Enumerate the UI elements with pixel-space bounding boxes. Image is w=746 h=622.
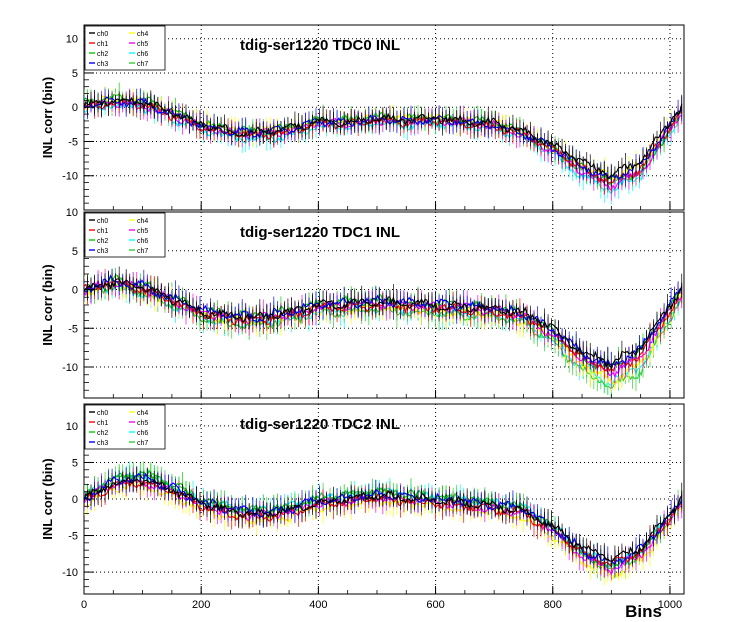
- tdc1-title: tdig-ser1220 TDC1 INL: [240, 224, 400, 241]
- y-tick-label: 10: [66, 207, 78, 219]
- tdc2-ylabel: INL corr (bin): [40, 458, 55, 539]
- legend-label-ch4: ch4: [137, 410, 148, 417]
- legend-label-ch6: ch6: [137, 51, 148, 58]
- y-tick-label: -10: [62, 171, 78, 183]
- tdc1-panel: -10 -5 0 5 10 tdig-ser1220 TDC1 INL INL corr…: [40, 207, 685, 399]
- x-tick-label: 600: [426, 599, 444, 611]
- legend-label-ch7: ch7: [137, 248, 148, 255]
- legend-label-ch6: ch6: [137, 238, 148, 245]
- legend-label-ch1: ch1: [97, 228, 108, 235]
- legend-label-ch3: ch3: [97, 248, 108, 255]
- tdc0-panel: -10 -5 0 5 10 tdig-ser1220 TDC0 INL INL corr…: [40, 24, 685, 211]
- y-tick-label: 0: [72, 102, 78, 114]
- y-tick-label: 5: [72, 457, 78, 469]
- tdc1-series: [84, 266, 683, 398]
- tdc0-title: tdig-ser1220 TDC0 INL: [240, 37, 400, 54]
- legend-label-ch7: ch7: [137, 61, 148, 68]
- legend-label-ch4: ch4: [137, 31, 148, 38]
- legend-box: [84, 25, 166, 71]
- tdc2-series: [84, 461, 683, 585]
- legend-label-ch1: ch1: [97, 41, 108, 48]
- x-tick-label: 1000: [658, 599, 682, 611]
- legend-box: [84, 404, 166, 450]
- legend-label-ch4: ch4: [137, 218, 148, 225]
- y-tick-label: 0: [72, 494, 78, 506]
- tdc2-title: tdig-ser1220 TDC2 INL: [240, 416, 400, 433]
- x-tick-label: 400: [309, 599, 327, 611]
- y-tick-label: 5: [72, 246, 78, 258]
- y-tick-label: -5: [68, 136, 78, 148]
- legend-label-ch2: ch2: [97, 51, 108, 58]
- legend-label-ch3: ch3: [97, 440, 108, 447]
- tdc2-grid: [83, 404, 684, 594]
- tdc2-legend: ch0 ch1 ch2 ch3 ch4 ch5 ch6 ch7: [84, 404, 166, 450]
- tdc0-ylabel: INL corr (bin): [40, 77, 55, 158]
- tdc1-ylabel: INL corr (bin): [40, 264, 55, 345]
- tdc1-legend: ch0 ch1 ch2 ch3 ch4 ch5 ch6 ch7: [84, 212, 166, 258]
- y-tick-label: -10: [62, 362, 78, 374]
- legend-label-ch1: ch1: [97, 420, 108, 427]
- series-errorbars-ch0: [84, 89, 683, 191]
- series-errorbars-ch0: [84, 266, 683, 376]
- series-errorbars-ch0: [84, 467, 683, 570]
- legend-label-ch5: ch5: [137, 228, 148, 235]
- y-tick-label: -10: [62, 567, 78, 579]
- legend-label-ch5: ch5: [137, 420, 148, 427]
- x-tick-label: 0: [81, 599, 87, 611]
- tdc0-legend: ch0 ch1 ch2 ch3 ch4 ch5 ch6 ch7: [84, 25, 166, 71]
- legend-label-ch0: ch0: [97, 410, 108, 417]
- x-tick-label: 800: [544, 599, 562, 611]
- legend-box: [84, 212, 166, 258]
- legend-label-ch2: ch2: [97, 238, 108, 245]
- y-tick-label: -5: [68, 531, 78, 543]
- legend-label-ch6: ch6: [137, 430, 148, 437]
- x-axis-label: Bins: [625, 602, 662, 621]
- legend-label-ch7: ch7: [137, 440, 148, 447]
- y-tick-label: 0: [72, 285, 78, 297]
- y-tick-label: -5: [68, 323, 78, 335]
- tdc0-series: [84, 82, 683, 205]
- legend-label-ch3: ch3: [97, 61, 108, 68]
- x-tick-label: 200: [192, 599, 210, 611]
- y-tick-label: 5: [72, 68, 78, 80]
- legend-label-ch0: ch0: [97, 31, 108, 38]
- legend-label-ch5: ch5: [137, 41, 148, 48]
- tdc2-panel: -10 -5 0 5 10 0 200 400 600 800 1000 tdig-ser1220 …: [40, 403, 685, 621]
- legend-label-ch0: ch0: [97, 218, 108, 225]
- y-tick-label: 10: [66, 34, 78, 46]
- y-tick-label: 10: [66, 421, 78, 433]
- tdc1-axes: -10 -5 0 5 10: [62, 207, 671, 399]
- legend-label-ch2: ch2: [97, 430, 108, 437]
